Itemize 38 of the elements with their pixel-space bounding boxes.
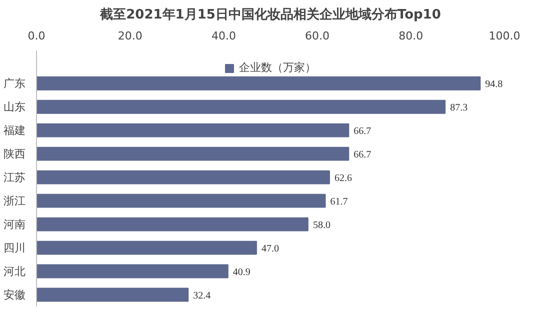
bar bbox=[36, 100, 446, 114]
text: 32.4 bbox=[193, 290, 211, 302]
bar bbox=[36, 76, 481, 90]
y-tick-label: 广东 bbox=[4, 76, 26, 90]
y-tick-label: 陕西 bbox=[4, 147, 26, 160]
y-tick-label: 山东 bbox=[4, 100, 26, 114]
bar bbox=[36, 217, 308, 232]
y-tick-label: 四川 bbox=[4, 241, 26, 254]
text: 47.0 bbox=[261, 243, 279, 254]
x-tick-label: 100.0 bbox=[488, 30, 520, 42]
x-tick-label: 0.0 bbox=[28, 30, 46, 42]
x-tick-label: 20.0 bbox=[118, 30, 142, 42]
text: 66.7 bbox=[354, 149, 372, 160]
x-tick-label: 40.0 bbox=[211, 30, 236, 42]
y-tick-label: 河南 bbox=[4, 218, 26, 231]
text: 62.6 bbox=[334, 172, 352, 184]
y-tick-label: 福建 bbox=[4, 124, 26, 137]
text: 58.0 bbox=[312, 220, 330, 231]
legend-label: 企业数（万家） bbox=[239, 60, 316, 75]
y-tick-label: 江苏 bbox=[4, 170, 26, 184]
y-tick-label: 浙江 bbox=[4, 194, 26, 208]
bar bbox=[36, 288, 189, 302]
chart-title: 截至2021年1月15日中国化妆品相关企业地域分布Top10 bbox=[99, 6, 441, 22]
y-tick-label: 安徽 bbox=[4, 288, 26, 302]
text: 61.7 bbox=[330, 196, 348, 208]
text: 94.8 bbox=[485, 78, 503, 90]
bar bbox=[36, 194, 326, 208]
y-tick-label: 河北 bbox=[4, 264, 26, 278]
text: 87.3 bbox=[450, 102, 468, 114]
x-tick-label: 60.0 bbox=[305, 30, 330, 42]
text: 40.9 bbox=[232, 266, 250, 278]
text: 66.7 bbox=[354, 126, 372, 137]
bar bbox=[36, 264, 228, 278]
bar bbox=[36, 170, 330, 184]
x-tick-label: 80.0 bbox=[398, 30, 424, 42]
bar bbox=[36, 123, 350, 138]
bar bbox=[36, 146, 350, 161]
bar bbox=[36, 240, 257, 255]
